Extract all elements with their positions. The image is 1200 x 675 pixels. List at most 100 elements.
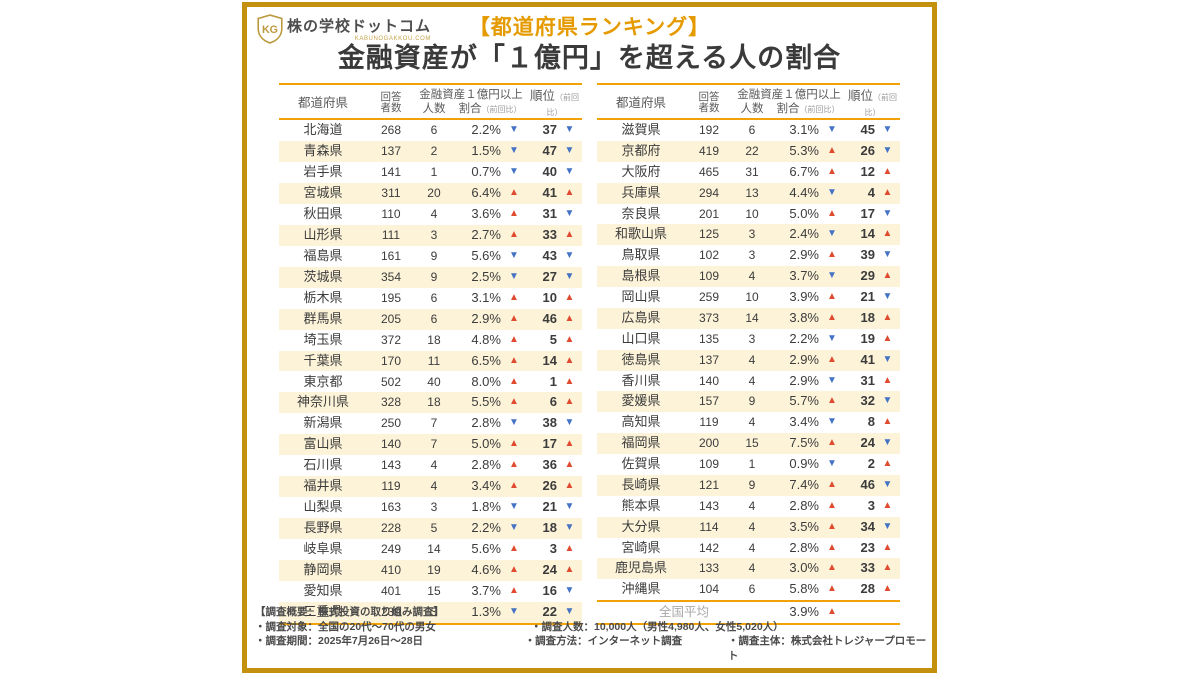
ratio-trend-down-icon: ▼ [509, 417, 519, 429]
millionaire-count: 22 [745, 143, 759, 158]
respondent-count: 140 [698, 373, 720, 388]
rank-value: 41 [860, 351, 875, 367]
ratio-trend-up-icon: ▲ [509, 564, 519, 576]
survey-publisher: ・調査主体：株式会社トレジャープロモート [727, 635, 927, 662]
ratio-value: 6.7% [789, 163, 819, 179]
rank-trend-up-icon: ▲ [882, 186, 893, 198]
prefecture-name: 愛媛県 [621, 393, 661, 409]
svg-text:KG: KG [262, 24, 278, 36]
rank-value: 6 [549, 394, 557, 410]
ratio-value: 3.0% [789, 560, 819, 576]
millionaire-count: 4 [748, 415, 756, 430]
respondent-count: 410 [380, 563, 401, 578]
brand-logo: KG 株の学校ドットコム KABUNOGAKKOU.COM [257, 14, 431, 44]
table-row: 北海道 268 6 2.2% ▼ 37 ▼ [279, 119, 582, 141]
rank-value: 1 [549, 373, 557, 389]
respondent-count: 170 [380, 353, 401, 368]
ratio-value: 5.5% [471, 394, 501, 410]
ratio-value: 5.0% [789, 205, 819, 221]
millionaire-count: 20 [427, 185, 441, 200]
rank-trend-up-icon: ▲ [564, 480, 575, 492]
respondent-count: 401 [380, 584, 401, 599]
millionaire-count: 3 [430, 227, 438, 242]
table-row: 岡山県 259 10 3.9% ▲ 21 ▼ [597, 287, 900, 308]
rank-trend-up-icon: ▲ [564, 459, 575, 471]
ratio-value: 6.5% [471, 352, 501, 368]
table-row: 高知県 119 4 3.4% ▼ 8 ▲ [597, 412, 900, 433]
table-row: 熊本県 143 4 2.8% ▲ 3 ▲ [597, 496, 900, 517]
ratio-value: 1.5% [471, 143, 501, 159]
ratio-trend-up-icon: ▲ [509, 396, 519, 408]
rank-trend-down-icon: ▼ [564, 124, 575, 136]
table-row: 秋田県 110 4 3.6% ▲ 31 ▼ [279, 204, 582, 225]
ratio-trend-up-icon: ▲ [509, 480, 519, 492]
respondent-count: 419 [698, 143, 720, 158]
respondent-count: 141 [380, 165, 401, 179]
millionaire-count: 4 [748, 519, 756, 534]
rank-value: 24 [542, 562, 557, 578]
ratio-value: 2.9% [789, 247, 819, 263]
ratio-trend-down-icon: ▼ [827, 270, 837, 282]
prefecture-name: 沖縄県 [621, 581, 661, 597]
ratio-trend-down-icon: ▼ [509, 124, 519, 136]
respondent-count: 192 [698, 123, 720, 138]
ratio-value: 1.3% [471, 604, 501, 620]
prefecture-name: 大分県 [621, 518, 661, 534]
table-row: 京都府 419 22 5.3% ▲ 26 ▼ [597, 140, 901, 162]
rank-trend-down-icon: ▼ [882, 144, 893, 156]
col-count: 人数 [422, 102, 446, 115]
prefecture-name: 宮崎県 [621, 539, 661, 555]
prefecture-name: 福島県 [303, 247, 343, 263]
prefecture-table-right: 都道府県 回答 者数 金融資産１億円以上 順位（前回比） 人数 割合（前回比） [597, 83, 901, 625]
rank-trend-up-icon: ▲ [564, 543, 575, 555]
rank-value: 38 [542, 415, 557, 431]
respondent-count: 311 [381, 185, 401, 200]
ratio-value: 3.6% [471, 205, 501, 221]
ratio-value: 2.2% [789, 330, 819, 346]
rank-value: 19 [860, 330, 875, 346]
millionaire-count: 4 [748, 498, 756, 513]
table-row: 岐阜県 249 14 5.6% ▲ 3 ▲ [279, 539, 582, 560]
rank-trend-up-icon: ▲ [882, 562, 893, 574]
ratio-value: 3.5% [789, 518, 819, 534]
table-row: 石川県 143 4 2.8% ▲ 36 ▲ [279, 455, 582, 476]
rank-trend-down-icon: ▼ [564, 166, 575, 177]
table-row: 山口県 135 3 2.2% ▼ 19 ▲ [597, 329, 900, 350]
prefecture-name: 山形県 [303, 226, 343, 242]
survey-target: ・調査対象：全国の20代～70代の男女 [255, 620, 436, 633]
ratio-value: 2.2% [471, 122, 501, 138]
table-row: 三重県 239 3 1.3% ▼ 22 ▼ [278, 601, 582, 625]
ratio-trend-up-icon: ▲ [509, 438, 519, 450]
col-ratio: 割合（前回比） [776, 102, 840, 115]
millionaire-count: 19 [427, 563, 441, 578]
millionaire-count: 15 [427, 584, 441, 599]
ratio-trend-up-icon: ▲ [827, 437, 837, 449]
table-row: 愛媛県 157 9 5.7% ▲ 32 ▼ [597, 391, 901, 413]
ratio-trend-up-icon: ▲ [827, 144, 837, 156]
respondent-count: 109 [698, 269, 720, 284]
rank-value: 16 [542, 583, 557, 599]
survey-sample-size: ・調査人数：10,000人（男性4,980人、女性5,020人） [531, 620, 784, 633]
millionaire-count: 14 [745, 310, 759, 325]
rank-trend-up-icon: ▲ [564, 375, 575, 387]
col-respondents: 回答 者数 [380, 90, 402, 114]
ratio-value: 2.8% [471, 457, 501, 473]
ratio-trend-down-icon: ▼ [827, 186, 837, 198]
prefecture-name: 秋田県 [303, 205, 343, 221]
ratio-trend-up-icon: ▲ [827, 499, 837, 511]
millionaire-count: 18 [427, 395, 441, 410]
rank-trend-down-icon: ▼ [564, 522, 575, 534]
rank-value: 17 [860, 205, 875, 221]
millionaire-count: 6 [430, 311, 438, 326]
table-row: 宮崎県 142 4 2.8% ▲ 23 ▲ [597, 538, 900, 559]
ratio-value: 2.9% [789, 351, 819, 367]
rank-trend-up-icon: ▲ [882, 228, 893, 240]
prefecture-name: 熊本県 [621, 497, 661, 513]
millionaire-count: 4 [748, 373, 756, 388]
table-row: 山梨県 163 3 1.8% ▼ 21 ▼ [279, 497, 582, 518]
ratio-trend-up-icon: ▲ [509, 375, 519, 387]
ratio-trend-up-icon: ▲ [509, 312, 519, 324]
col-rank: 順位（前回比） [848, 89, 898, 117]
national-average-label: 全国平均 [658, 605, 709, 620]
prefecture-name: 香川県 [621, 372, 661, 388]
